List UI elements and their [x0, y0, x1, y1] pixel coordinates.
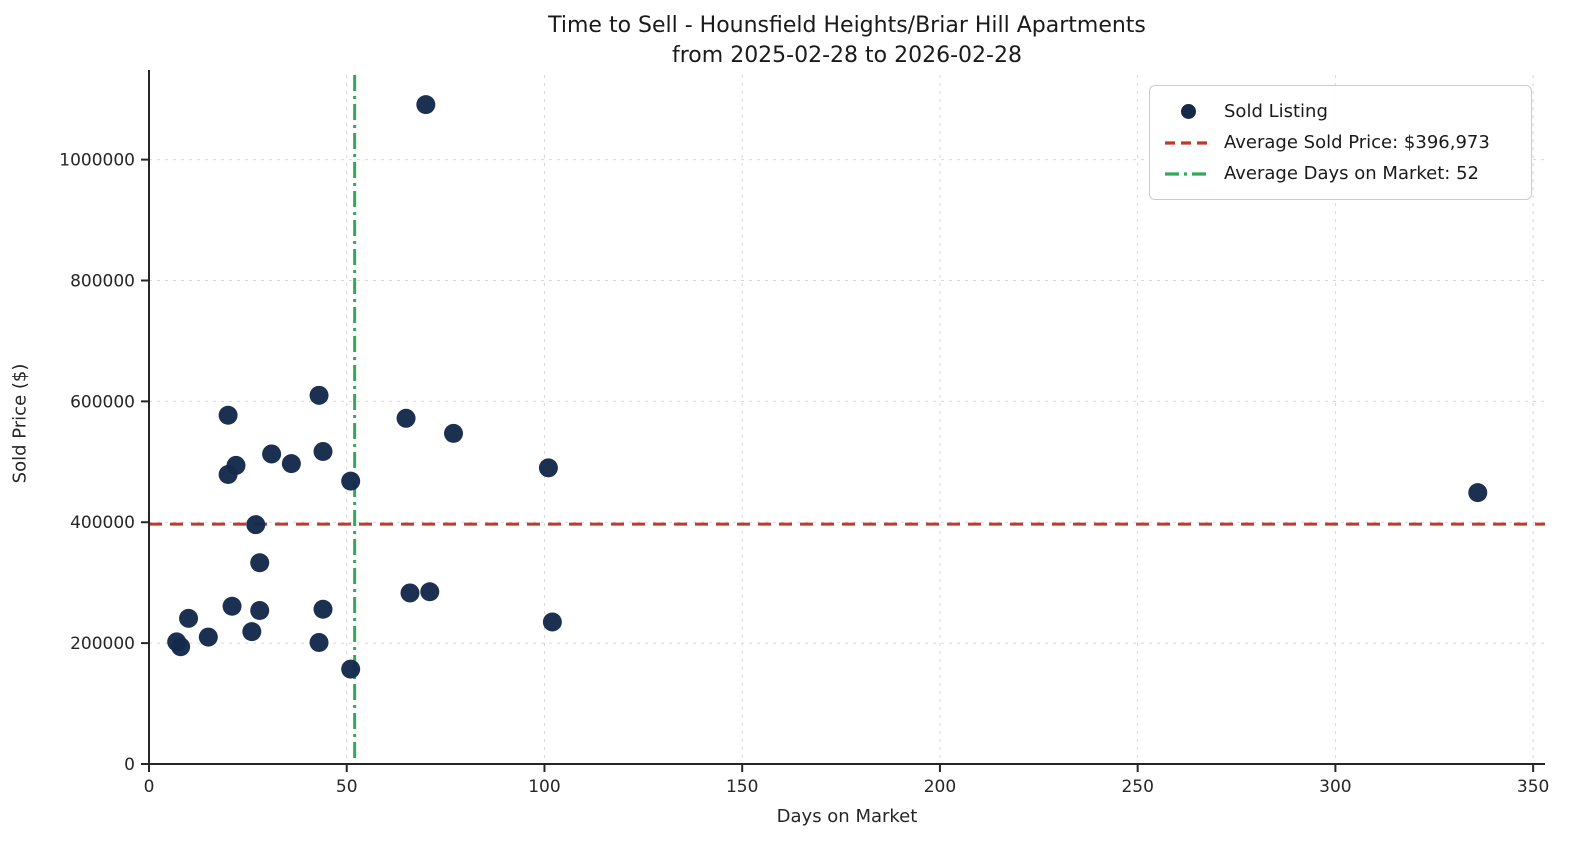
data-point — [313, 442, 333, 462]
data-point — [179, 608, 199, 628]
chart-title-block: Time to Sell - Hounsfield Heights/Briar … — [149, 11, 1545, 71]
data-point — [309, 385, 329, 405]
data-point — [309, 633, 329, 653]
x-axis-label: Days on Market — [776, 806, 918, 827]
data-point — [250, 553, 270, 573]
y-tick-label: 1000000 — [59, 151, 135, 171]
data-point — [420, 582, 440, 602]
chart-title: Time to Sell - Hounsfield Heights/Briar … — [548, 13, 1146, 38]
data-point — [538, 458, 558, 478]
legend-label-avg-price: Average Sold Price: $396,973 — [1224, 132, 1490, 153]
legend-item-avg-price: Average Sold Price: $396,973 — [1162, 127, 1517, 158]
y-tick-label: 0 — [124, 755, 135, 775]
data-point — [281, 454, 301, 474]
x-tick-label: 200 — [924, 777, 956, 797]
x-tick-label: 350 — [1517, 777, 1549, 797]
data-point — [198, 627, 218, 647]
data-point — [171, 637, 191, 657]
y-tick-label: 800000 — [70, 271, 135, 291]
y-tick-label: 400000 — [70, 513, 135, 533]
y-tick-label: 600000 — [70, 392, 135, 412]
legend: Sold Listing Average Sold Price: $396,97… — [1149, 85, 1532, 200]
y-axis-label: Sold Price ($) — [9, 363, 31, 484]
data-point — [313, 599, 333, 619]
data-point — [262, 444, 282, 464]
data-point — [341, 659, 361, 679]
x-tick-label: 0 — [144, 777, 155, 797]
data-point — [218, 405, 238, 425]
x-tick-label: 100 — [528, 777, 560, 797]
avg-price-line-icon — [1162, 140, 1214, 146]
data-point — [396, 408, 416, 428]
x-tick-label: 150 — [726, 777, 758, 797]
data-point — [1468, 483, 1488, 503]
x-tick-label: 250 — [1121, 777, 1153, 797]
avg-days-line-icon — [1162, 171, 1214, 177]
data-point — [341, 471, 361, 491]
data-point — [416, 95, 436, 115]
data-point — [400, 583, 420, 603]
data-point — [218, 464, 238, 484]
legend-item-sold-listing: Sold Listing — [1162, 96, 1517, 127]
sold-listing-marker-icon — [1162, 104, 1214, 119]
x-tick-label: 300 — [1319, 777, 1351, 797]
data-point — [222, 596, 242, 616]
x-tick-label: 50 — [336, 777, 358, 797]
data-point — [444, 423, 464, 443]
legend-label-sold-listing: Sold Listing — [1224, 101, 1328, 122]
data-point — [246, 515, 266, 535]
legend-item-avg-days: Average Days on Market: 52 — [1162, 158, 1517, 189]
data-point — [250, 600, 270, 620]
legend-label-avg-days: Average Days on Market: 52 — [1224, 163, 1479, 184]
chart-subtitle: from 2025-02-28 to 2026-02-28 — [672, 43, 1022, 68]
data-point — [542, 612, 562, 632]
y-tick-label: 200000 — [70, 634, 135, 654]
data-point — [242, 622, 262, 642]
